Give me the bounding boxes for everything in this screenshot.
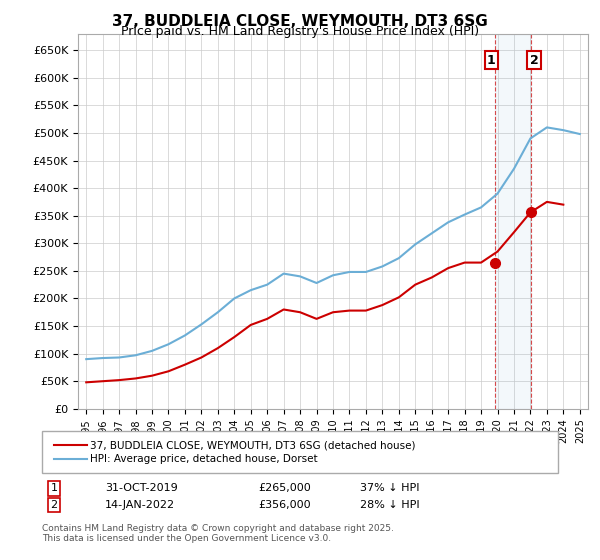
Text: Contains HM Land Registry data © Crown copyright and database right 2025.
This d: Contains HM Land Registry data © Crown c… — [42, 524, 394, 543]
Text: HPI: Average price, detached house, Dorset: HPI: Average price, detached house, Dors… — [90, 454, 317, 464]
Text: 1: 1 — [487, 54, 496, 67]
Text: 37, BUDDLEIA CLOSE, WEYMOUTH, DT3 6SG: 37, BUDDLEIA CLOSE, WEYMOUTH, DT3 6SG — [112, 14, 488, 29]
Text: 1: 1 — [50, 483, 58, 493]
Bar — [495, 34, 531, 409]
Text: 2: 2 — [530, 54, 539, 67]
Text: Price paid vs. HM Land Registry's House Price Index (HPI): Price paid vs. HM Land Registry's House … — [121, 25, 479, 38]
Text: 14-JAN-2022: 14-JAN-2022 — [105, 500, 175, 510]
Text: 31-OCT-2019: 31-OCT-2019 — [105, 483, 178, 493]
Text: 28% ↓ HPI: 28% ↓ HPI — [360, 500, 419, 510]
Text: 2: 2 — [50, 500, 58, 510]
Text: 37, BUDDLEIA CLOSE, WEYMOUTH, DT3 6SG (detached house): 37, BUDDLEIA CLOSE, WEYMOUTH, DT3 6SG (d… — [90, 440, 415, 450]
Text: £265,000: £265,000 — [258, 483, 311, 493]
Text: 37% ↓ HPI: 37% ↓ HPI — [360, 483, 419, 493]
Text: £356,000: £356,000 — [258, 500, 311, 510]
